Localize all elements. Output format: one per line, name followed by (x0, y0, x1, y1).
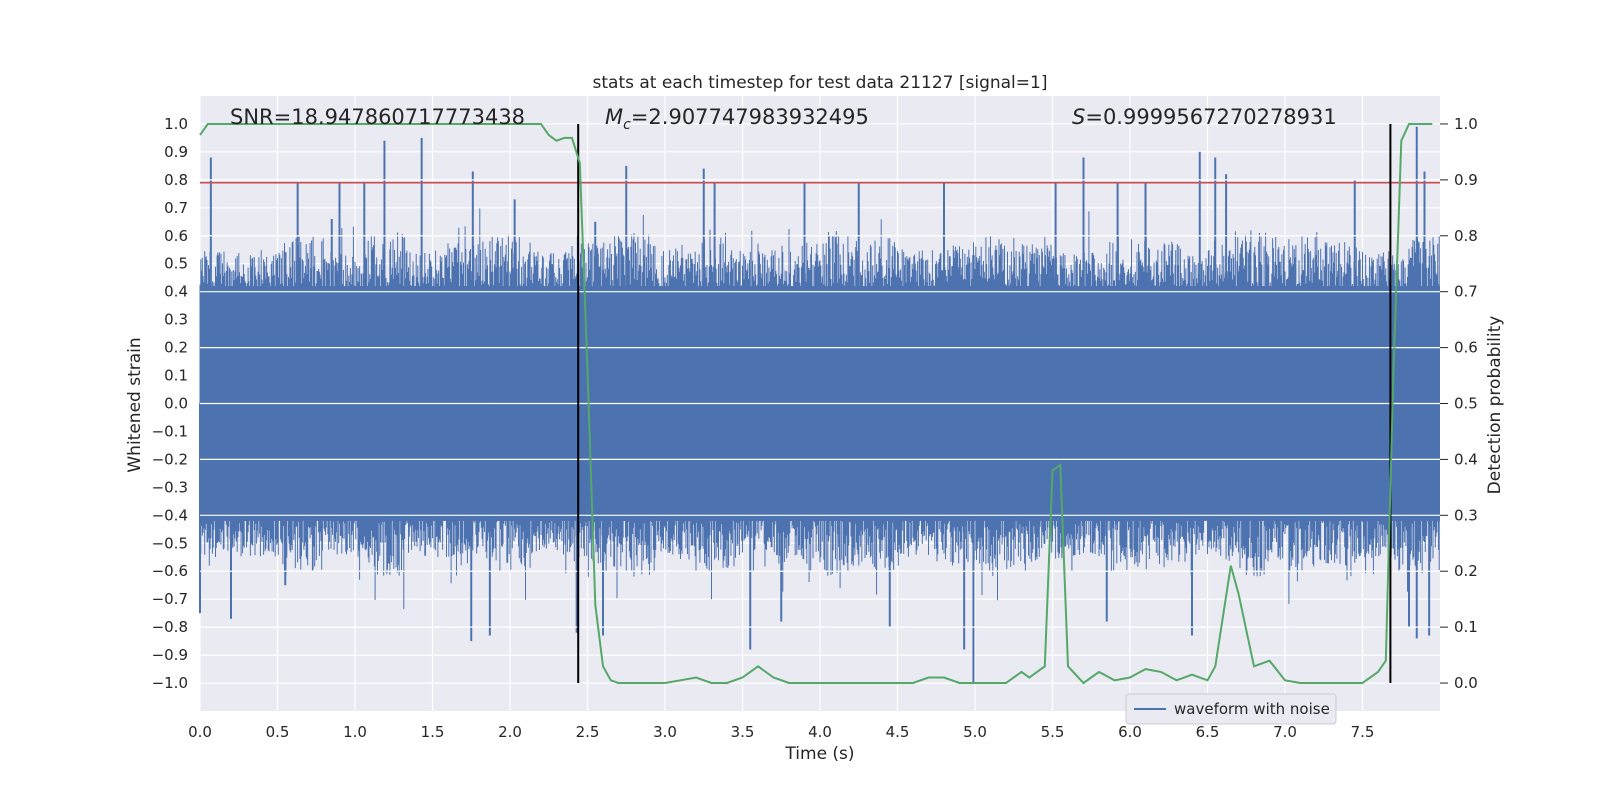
x-tick-label: 7.0 (1273, 723, 1297, 741)
x-tick-label: 2.0 (498, 723, 522, 741)
y-tick-label: 0.5 (164, 255, 188, 273)
x-tick-label: 0.0 (188, 723, 212, 741)
y-tick-label: 0.4 (164, 283, 188, 301)
x-axis-label: Time (s) (784, 744, 854, 764)
y2-tick-label: 1.0 (1454, 115, 1478, 133)
y-tick-label: 0.8 (164, 171, 188, 189)
y2-tick-label: 0.4 (1454, 450, 1478, 468)
y-tick-label: 0.0 (164, 395, 188, 413)
x-tick-label: 1.0 (343, 723, 367, 741)
legend: waveform with noise (1125, 693, 1337, 725)
event-lines (577, 123, 1392, 684)
y-tick-label: 0.2 (164, 339, 188, 357)
y2-tick-label: 0.5 (1454, 395, 1478, 413)
chirp-mass-annotation: Mc=2.907747983932495 (605, 105, 869, 133)
y-tick-label: 1.0 (164, 115, 188, 133)
s-annotation: S=0.9999567270278931 (1072, 105, 1337, 129)
x-tick-label: 4.0 (808, 723, 832, 741)
y-tick-label: −0.5 (152, 534, 188, 552)
chart-title: stats at each timestep for test data 211… (593, 73, 1048, 93)
y-tick-label: 0.6 (164, 227, 188, 245)
y-tick-label: −0.9 (152, 646, 188, 664)
x-tick-label: 4.5 (886, 723, 910, 741)
chirp-mass-value: =2.907747983932495 (631, 105, 869, 129)
s-symbol: S (1072, 105, 1085, 129)
x-tick-label: 6.5 (1196, 723, 1220, 741)
x-tick-label: 2.5 (576, 723, 600, 741)
x-tick-label: 3.5 (731, 723, 755, 741)
y-tick-label: −1.0 (152, 674, 188, 692)
snr-annotation: SNR=18.947860717773438 (230, 105, 525, 129)
y-tick-label: −0.6 (152, 562, 188, 580)
y-axis-ticks: 1.0 0.9 0.8 0.7 0.6 0.5 0.4 0.3 0.2 0.1 0.0 −0.1 −0.… (152, 115, 188, 692)
x-tick-label: 6.0 (1118, 723, 1142, 741)
y2-tick-label: 0.1 (1454, 618, 1478, 636)
y-axis-label: Whitened strain (125, 337, 145, 472)
s-value: =0.9999567270278931 (1085, 105, 1336, 129)
y-tick-label: −0.3 (152, 478, 188, 496)
x-tick-label: 3.0 (653, 723, 677, 741)
x-tick-label: 1.5 (421, 723, 445, 741)
x-tick-label: 0.5 (266, 723, 290, 741)
y2-tick-label: 0.0 (1454, 674, 1478, 692)
y2-tick-label: 0.6 (1454, 339, 1478, 357)
y-tick-label: 0.3 (164, 311, 188, 329)
detection-probability-line (199, 123, 1433, 685)
x-tick-label: 5.0 (963, 723, 987, 741)
y2-axis-ticks: 1.0 0.9 0.8 0.7 0.6 0.5 0.4 0.3 0.2 0.1 0.0 (1440, 115, 1478, 692)
y2-tick-label: 0.3 (1454, 506, 1478, 524)
x-tick-label: 5.5 (1041, 723, 1065, 741)
legend-box (1125, 693, 1337, 725)
y2-tick-label: 0.7 (1454, 283, 1478, 301)
chirp-mass-symbol: M (605, 105, 623, 129)
y-tick-label: −0.4 (152, 506, 188, 524)
x-axis-ticks: 0.0 0.5 1.0 1.5 2.0 2.5 3.0 3.5 4.0 4.5 5.0 5.5 6.0 6… (188, 723, 1374, 741)
legend-label: waveform with noise (1174, 700, 1330, 718)
y-tick-label: 0.9 (164, 143, 188, 161)
y-tick-label: 0.1 (164, 367, 188, 385)
y2-axis-label: Detection probability (1485, 316, 1505, 495)
y-tick-label: −0.7 (152, 590, 188, 608)
y-tick-label: −0.8 (152, 618, 188, 636)
x-tick-label: 7.5 (1351, 723, 1375, 741)
y-tick-label: −0.1 (152, 422, 188, 440)
y2-tick-label: 0.2 (1454, 562, 1478, 580)
y2-tick-label: 0.8 (1454, 227, 1478, 245)
chirp-mass-subscript: c (623, 117, 631, 133)
y-tick-label: −0.2 (152, 450, 188, 468)
y2-tick-label: 0.9 (1454, 171, 1478, 189)
y-tick-label: 0.7 (164, 199, 188, 217)
